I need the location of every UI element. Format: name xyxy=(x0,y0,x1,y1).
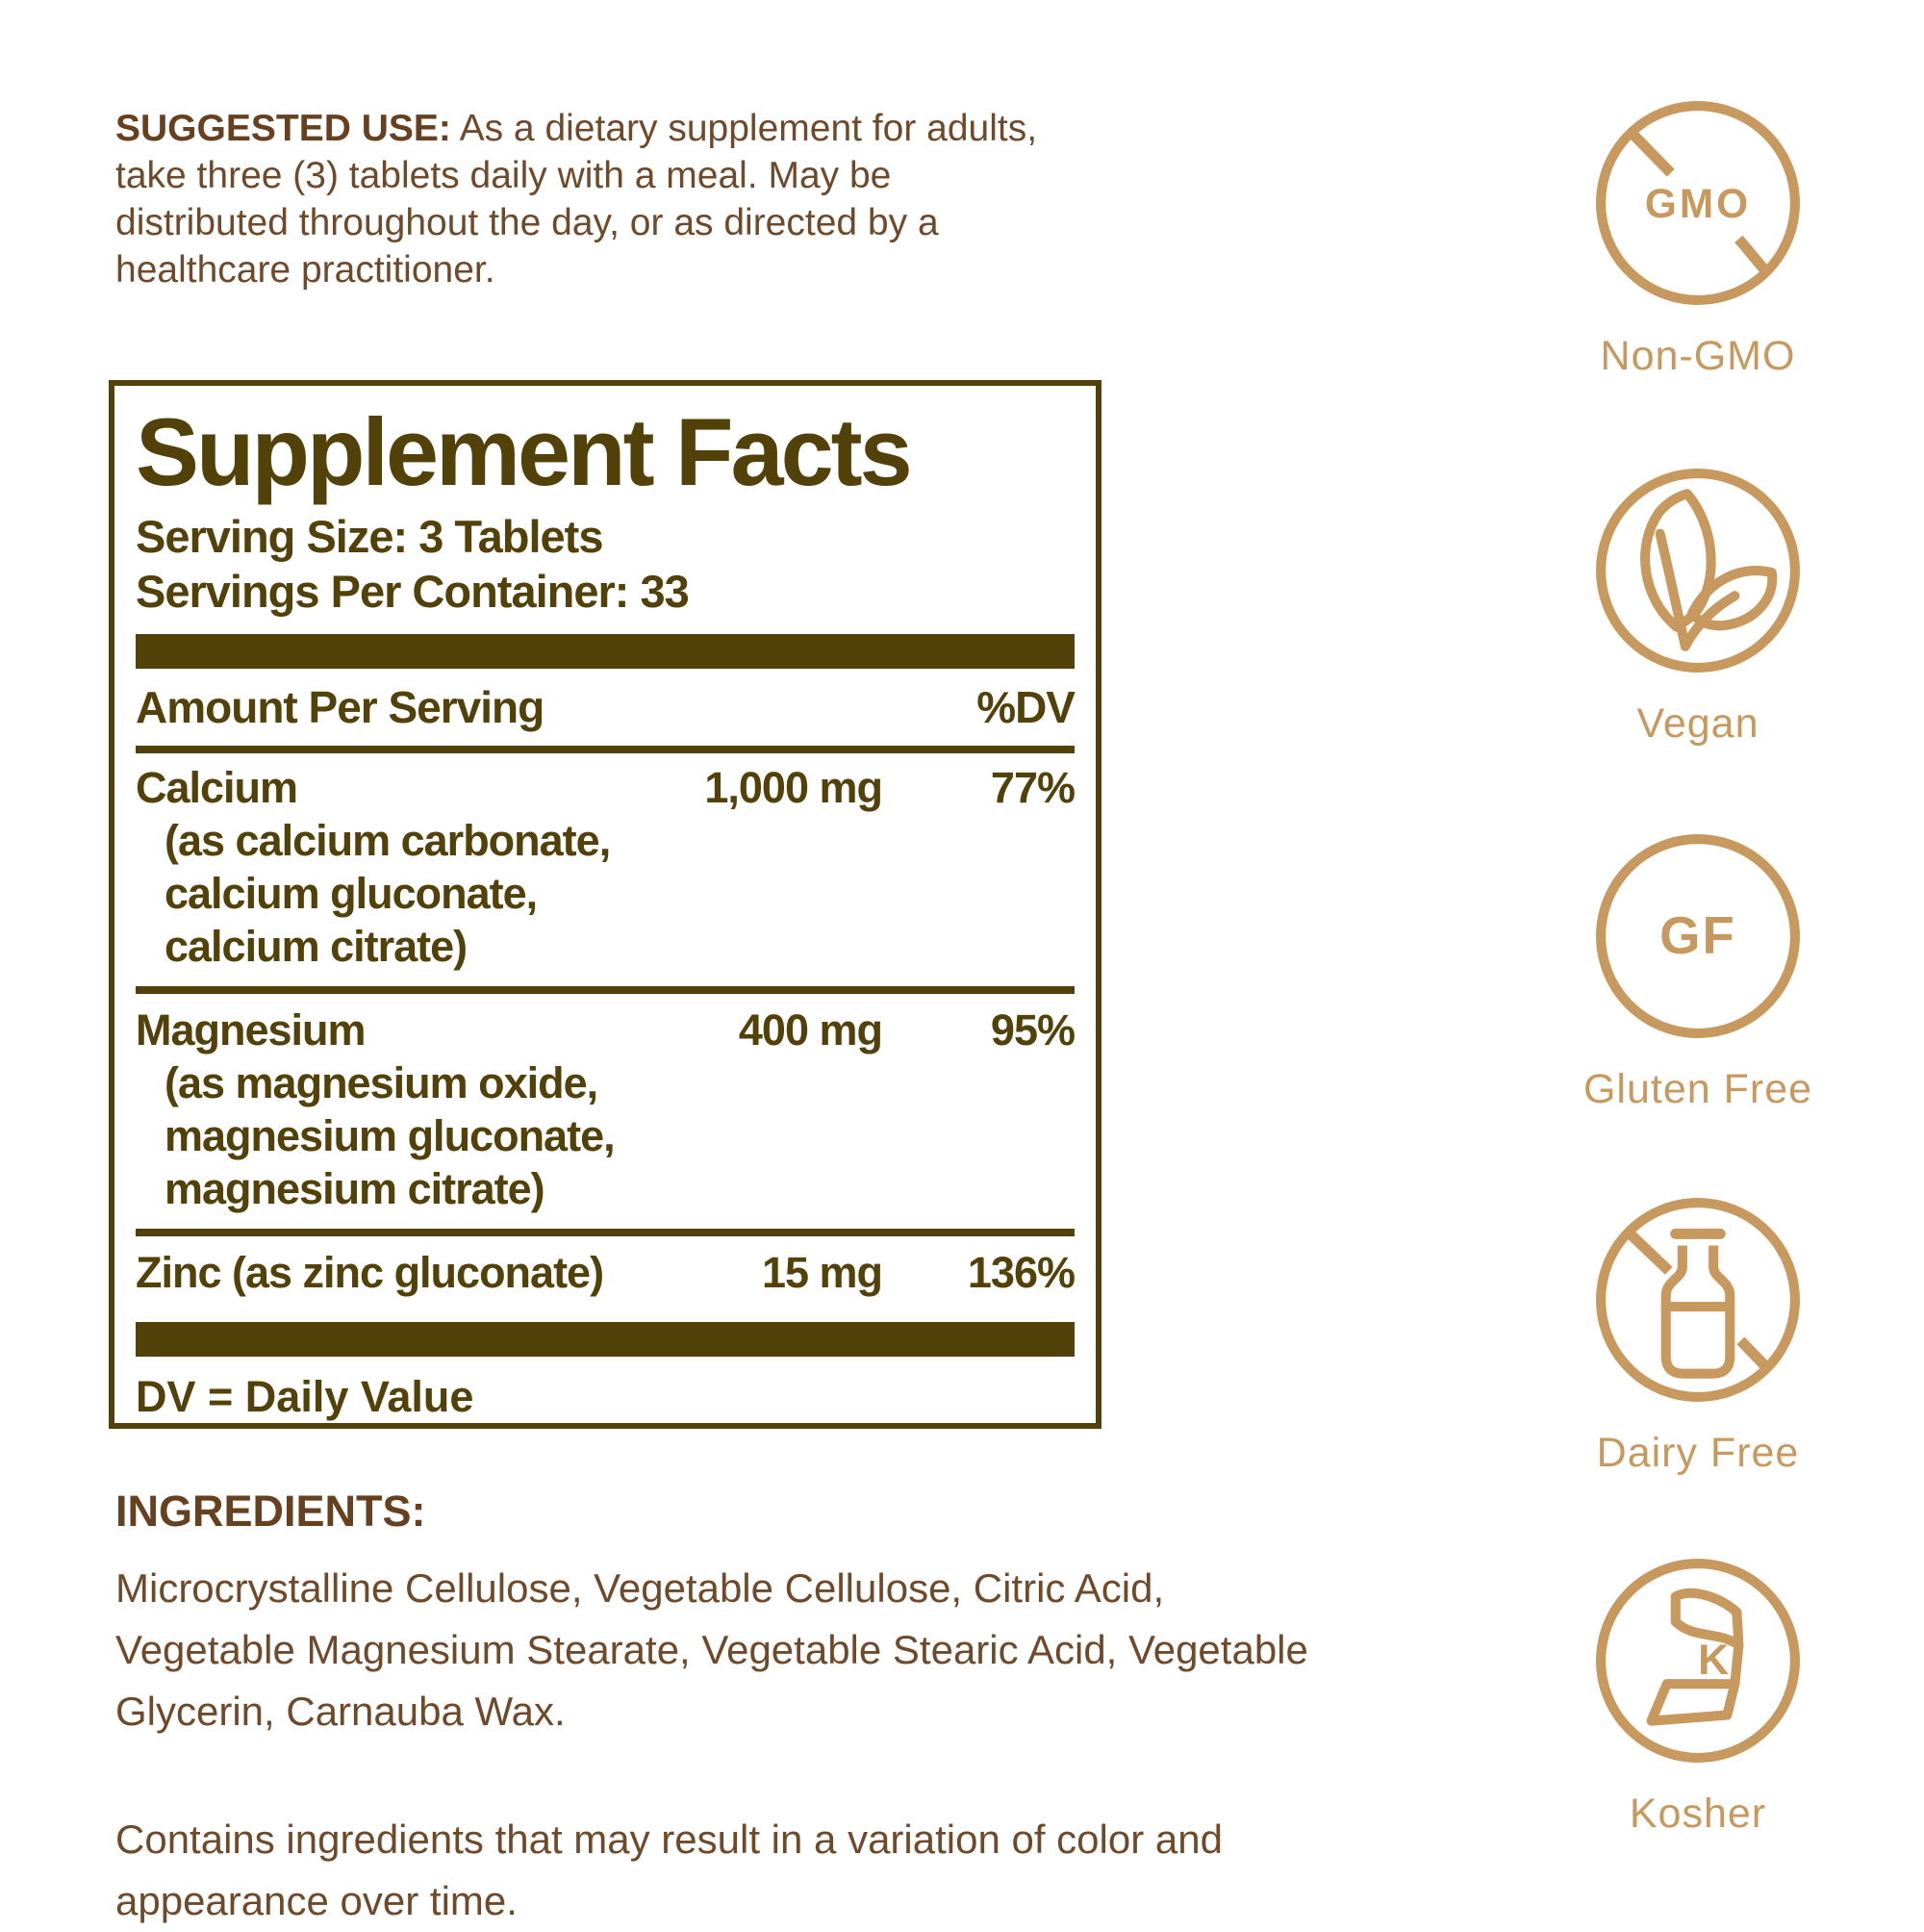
table-row: Zinc (as zinc gluconate) 15 mg 136% xyxy=(136,1246,1076,1299)
servings-per-container: Servings Per Container: 33 xyxy=(136,566,690,617)
nutrient-amount: 400 mg xyxy=(738,1005,883,1055)
badge-label: Kosher xyxy=(1629,1791,1767,1837)
kosher-icon-text: K xyxy=(1698,1637,1729,1684)
color-variation-notice: Contains ingredients that may result in … xyxy=(115,1817,1223,1923)
kosher-flag-icon: K xyxy=(1596,1559,1800,1763)
nutrient-dv: 77% xyxy=(990,763,1076,812)
suggested-use-paragraph: SUGGESTED USE: As a dietary supplement f… xyxy=(115,105,1039,293)
nutrient-amount: 15 mg xyxy=(761,1248,883,1297)
badge-dairy-free: Dairy Free xyxy=(1570,1193,1826,1477)
nutrient-name: Zinc (as zinc gluconate) xyxy=(136,1248,604,1297)
gf-circle-icon: GF xyxy=(1596,834,1800,1038)
percent-dv-header: %DV xyxy=(976,682,1076,732)
nutrient-detail: calcium gluconate, xyxy=(165,869,538,918)
dv-footnote: DV = Daily Value xyxy=(136,1372,474,1421)
gmo-icon-text: GMO xyxy=(1645,181,1751,226)
table-row: Magnesium 400 mg 95% (as magnesium oxide… xyxy=(136,1004,1076,1215)
leaves-icon xyxy=(1596,469,1800,673)
gmo-crossed-circle-icon: GMO xyxy=(1596,101,1800,305)
nutrient-detail: (as calcium carbonate, xyxy=(165,816,611,865)
table-row: Calcium 1,000 mg 77% (as calcium carbona… xyxy=(136,761,1076,973)
nutrient-dv: 95% xyxy=(990,1005,1076,1055)
nutrient-detail: magnesium citrate) xyxy=(165,1164,545,1213)
badge-non-gmo: GMO Non-GMO xyxy=(1570,96,1826,380)
badge-label: Dairy Free xyxy=(1596,1430,1800,1476)
badge-vegan: Vegan xyxy=(1570,464,1826,748)
thick-divider-bar xyxy=(136,634,1075,669)
nutrient-name: Magnesium xyxy=(136,1005,367,1055)
gf-icon-text: GF xyxy=(1659,906,1736,965)
nutrient-name: Calcium xyxy=(136,763,298,812)
thick-divider-bar xyxy=(136,1322,1075,1357)
badge-label: Non-GMO xyxy=(1600,333,1796,379)
ingredients-text: Microcrystalline Cellulose, Vegetable Ce… xyxy=(115,1565,1308,1734)
ingredients-section: INGREDIENTS: Microcrystalline Cellulose,… xyxy=(115,1487,1318,1742)
suggested-use-text: As a dietary supplement for adults, take… xyxy=(115,108,1038,291)
supplement-facts-panel: Supplement Facts Serving Size: 3 Tablets… xyxy=(109,380,1101,1429)
nutrient-dv: 136% xyxy=(967,1248,1076,1297)
thin-divider-rule xyxy=(136,746,1075,753)
badge-label: Gluten Free xyxy=(1582,1066,1813,1112)
badge-kosher: K Kosher xyxy=(1570,1554,1826,1838)
nutrient-detail: calcium citrate) xyxy=(165,922,468,971)
badge-gluten-free: GF Gluten Free xyxy=(1570,829,1826,1113)
ingredients-label: INGREDIENTS: xyxy=(115,1487,426,1536)
nutrient-detail: (as magnesium oxide, xyxy=(165,1058,598,1107)
badge-label: Vegan xyxy=(1636,700,1759,747)
nutrient-detail: magnesium gluconate, xyxy=(165,1111,616,1160)
facts-column-headers: Amount Per Serving %DV xyxy=(136,680,1076,734)
suggested-use-label: SUGGESTED USE: xyxy=(115,108,451,149)
serving-size: Serving Size: 3 Tablets xyxy=(136,511,603,562)
nutrient-amount: 1,000 mg xyxy=(704,763,883,812)
thin-divider-rule xyxy=(136,986,1075,994)
amount-per-serving-header: Amount Per Serving xyxy=(136,682,544,732)
milk-bottle-crossed-icon xyxy=(1596,1198,1800,1402)
supplement-facts-title: Supplement Facts xyxy=(136,398,913,505)
thin-divider-rule xyxy=(136,1229,1075,1236)
